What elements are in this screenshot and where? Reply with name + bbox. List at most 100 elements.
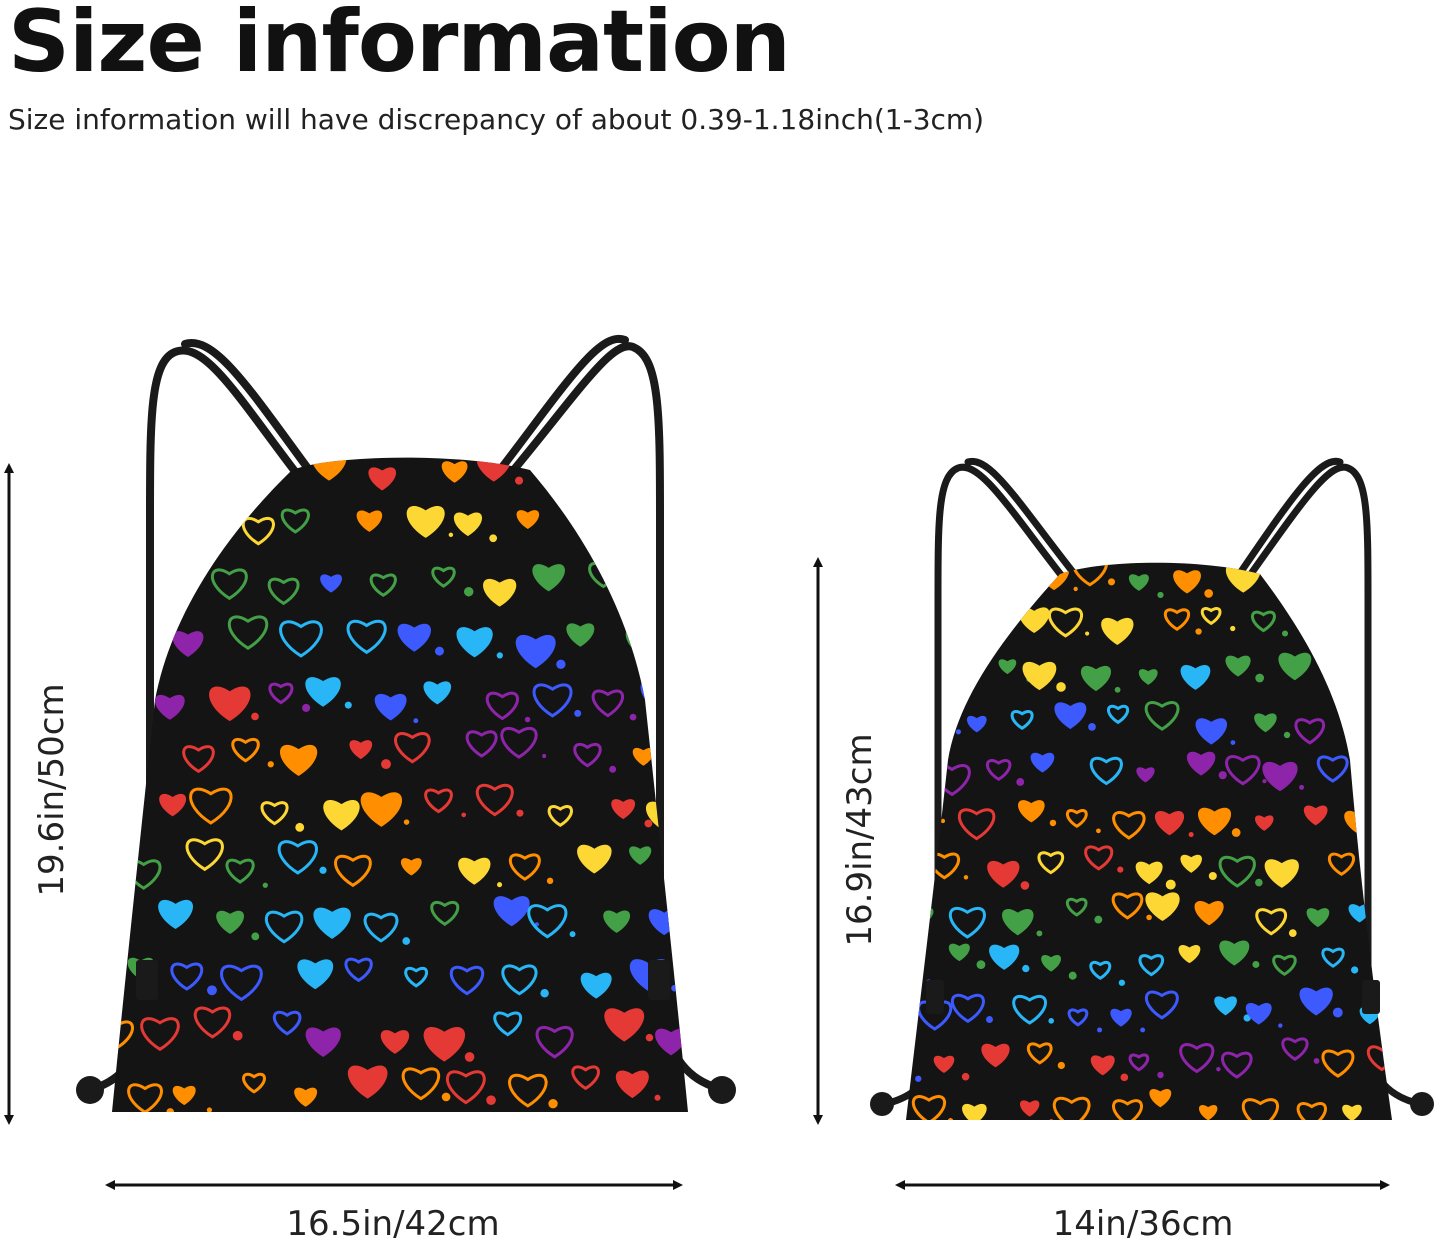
dot-motif	[546, 877, 554, 885]
heart-motif	[113, 741, 142, 765]
dot-motif	[344, 701, 352, 709]
heart-motif	[241, 516, 275, 546]
heart-motif	[1198, 807, 1232, 836]
page-title: Size information	[8, 0, 791, 92]
heart-motif	[1065, 897, 1088, 917]
dot-motif	[1114, 686, 1121, 693]
heart-motif	[591, 689, 625, 718]
dot-motif	[434, 646, 444, 656]
dot-motif	[1188, 832, 1194, 838]
heart-motif	[356, 510, 383, 532]
heart-motif	[449, 965, 485, 996]
dot-motif	[671, 984, 678, 992]
heart-motif	[1041, 955, 1062, 972]
dot-motif	[1016, 778, 1025, 786]
dot-motif	[613, 536, 620, 543]
heart-motif	[140, 1017, 180, 1052]
heart-motif	[374, 693, 407, 721]
heart-motif	[1010, 710, 1034, 730]
heart-motif	[493, 1011, 523, 1037]
heart-motif	[493, 896, 530, 927]
dot-motif	[515, 476, 524, 485]
dot-motif	[1262, 779, 1267, 784]
dot-motif	[1278, 1120, 1287, 1129]
heart-motif	[1128, 1053, 1150, 1072]
heart-motif	[1327, 562, 1363, 586]
dot-motif	[1278, 1023, 1283, 1028]
dot-motif	[267, 761, 274, 768]
dot-motif	[1283, 731, 1291, 739]
dot-motif	[302, 703, 311, 712]
dot-motif	[1299, 784, 1305, 790]
heart-motif	[1084, 845, 1114, 871]
dot-motif	[1332, 1007, 1343, 1018]
heart-motif	[680, 953, 688, 987]
heart-motif	[196, 460, 232, 490]
heart-motif	[112, 686, 121, 704]
heart-motif	[1250, 610, 1276, 633]
heart-motif	[406, 506, 445, 538]
heart-motif	[1173, 570, 1202, 594]
heart-motif	[1375, 957, 1392, 978]
heart-motif	[216, 910, 245, 935]
heart-motif	[1342, 1104, 1362, 1120]
heart-motif	[220, 964, 263, 1002]
dot-motif	[131, 473, 142, 483]
dot-motif	[516, 809, 524, 817]
heart-motif	[112, 457, 129, 480]
heart-motif	[683, 726, 688, 759]
dot-motif	[381, 759, 391, 770]
large-height-label: 19.6in/50cm	[32, 683, 72, 897]
heart-motif	[677, 853, 688, 877]
dot-motif	[992, 1122, 999, 1129]
heart-motif	[906, 562, 910, 583]
heart-motif	[1255, 908, 1288, 936]
heart-motif	[1264, 859, 1299, 888]
heart-motif	[1002, 909, 1034, 936]
dot-motif	[1096, 828, 1101, 834]
heart-motif	[574, 511, 608, 540]
dot-motif	[1255, 673, 1265, 683]
dot-motif	[721, 978, 730, 987]
heart-motif	[1280, 566, 1309, 591]
dot-motif	[206, 1107, 213, 1112]
dot-motif	[1243, 1014, 1251, 1022]
heart-motif	[394, 732, 431, 764]
small-bag-cord-ends	[870, 980, 1434, 1116]
dot-motif	[1085, 631, 1090, 636]
dot-motif	[497, 882, 503, 888]
heart-motif	[279, 744, 318, 776]
heart-motif	[294, 1087, 318, 1107]
dot-motif	[464, 1052, 475, 1062]
heart-motif	[1180, 664, 1211, 690]
heart-motif	[1342, 610, 1363, 629]
dot-motif	[251, 712, 259, 721]
dot-motif	[1230, 625, 1236, 632]
heart-motif	[1138, 954, 1165, 977]
heart-motif	[231, 737, 260, 763]
heart-motif	[950, 993, 985, 1024]
dot-motif	[402, 937, 411, 945]
heart-motif	[998, 566, 1023, 588]
heart-motif	[112, 806, 133, 834]
heart-motif	[1180, 854, 1203, 873]
heart-motif	[1278, 652, 1312, 681]
heart-motif	[1071, 562, 1108, 587]
heart-motif	[532, 564, 566, 592]
heart-motif	[573, 743, 602, 768]
heart-motif	[193, 1006, 232, 1039]
dot-motif	[654, 1094, 661, 1101]
heart-motif	[431, 566, 456, 588]
dot-motif	[1140, 1027, 1146, 1033]
dot-motif	[295, 822, 305, 832]
dot-motif	[1117, 866, 1124, 873]
heart-motif	[1048, 607, 1084, 638]
dot-motif	[947, 1118, 954, 1120]
heart-motif	[458, 857, 491, 885]
dot-motif	[1400, 674, 1406, 680]
heart-motif	[279, 620, 323, 658]
dot-motif	[694, 1053, 698, 1057]
small-height-label: 16.9in/43cm	[840, 733, 880, 947]
heart-motif	[158, 899, 194, 930]
